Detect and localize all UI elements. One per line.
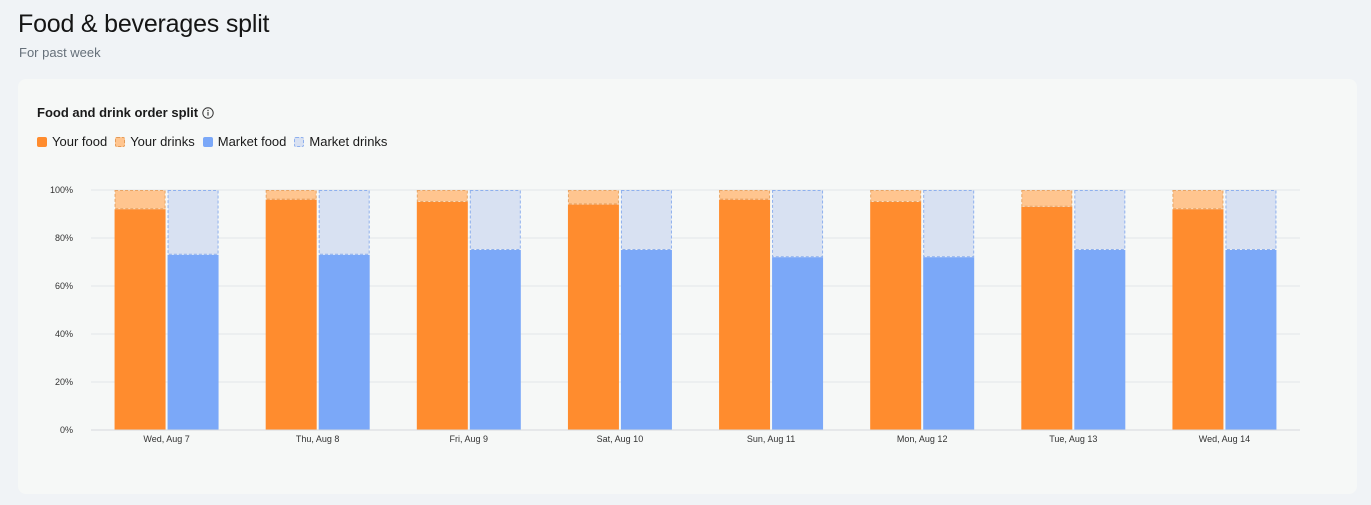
legend-item-your-food[interactable]: Your food [37,134,107,149]
bar-market-drinks [318,190,370,255]
bar-market-drinks [620,190,672,250]
bar-your-food [567,204,619,430]
y-tick-label: 80% [55,233,73,243]
bar-market-food [318,254,370,430]
bar-your-food [1021,206,1073,430]
chart-legend: Your food Your drinks Market food Market… [37,134,395,149]
legend-label: Your food [52,134,108,149]
page-title: Food & beverages split [18,10,270,38]
bar-your-drinks [870,190,922,202]
x-tick-label: Tue, Aug 13 [1049,434,1097,444]
bar-market-drinks [469,190,521,250]
legend-swatch-your-drinks [115,136,126,147]
bar-market-drinks [1074,190,1126,250]
bar-market-drinks [923,190,975,258]
page-subtitle: For past week [19,45,101,60]
y-tick-label: 20% [55,377,73,387]
x-tick-label: Wed, Aug 7 [143,434,189,444]
bar-market-food [1225,250,1277,430]
info-icon[interactable] [202,106,214,119]
bar-your-food [870,202,922,430]
bar-your-food [1172,209,1224,430]
bar-your-drinks [416,190,468,202]
x-tick-label: Fri, Aug 9 [450,434,489,444]
chart-card: Food and drink order split Your food You… [18,79,1357,494]
bar-your-drinks [265,190,317,200]
bar-your-drinks [567,190,619,205]
bar-your-drinks [1172,190,1224,210]
bar-market-food [620,250,672,430]
bar-your-drinks [1021,190,1073,207]
bar-market-food [772,257,824,430]
bar-your-food [416,202,468,430]
legend-label: Market food [217,134,287,149]
legend-item-your-drinks[interactable]: Your drinks [115,134,195,149]
legend-label: Your drinks [130,134,195,149]
bar-your-food [265,199,317,430]
legend-label: Market drinks [309,134,388,149]
y-tick-label: 60% [55,281,73,291]
bar-market-food [923,257,975,430]
bar-your-food [719,199,771,430]
bar-market-drinks [772,190,824,258]
legend-swatch-your-food [37,136,47,147]
y-tick-label: 100% [50,185,73,195]
bar-market-drinks [167,190,219,255]
bar-your-drinks [719,190,771,200]
y-tick-label: 40% [55,329,73,339]
bar-market-drinks [1225,190,1277,250]
chart-card-header: Food and drink order split [37,105,214,120]
bar-your-drinks [114,190,166,210]
y-tick-label: 0% [60,425,73,435]
bar-market-food [469,250,521,430]
bar-market-food [1074,250,1126,430]
x-tick-label: Mon, Aug 12 [897,434,948,444]
legend-item-market-food[interactable]: Market food [202,134,287,149]
chart-title: Food and drink order split [37,105,199,120]
bar-market-food [167,254,219,430]
x-tick-label: Thu, Aug 8 [296,434,340,444]
bar-your-food [114,209,166,430]
x-tick-label: Sat, Aug 10 [597,434,644,444]
x-tick-label: Sun, Aug 11 [747,434,795,444]
x-tick-label: Wed, Aug 14 [1199,434,1250,444]
legend-item-market-drinks[interactable]: Market drinks [294,134,387,149]
legend-swatch-market-food [202,136,213,147]
bar-chart: 0% 20% 40% 60% 80% 100% Wed, Aug 7 Thu, Aug 8 Fr… [50,185,1300,444]
legend-swatch-market-drinks [294,136,305,147]
